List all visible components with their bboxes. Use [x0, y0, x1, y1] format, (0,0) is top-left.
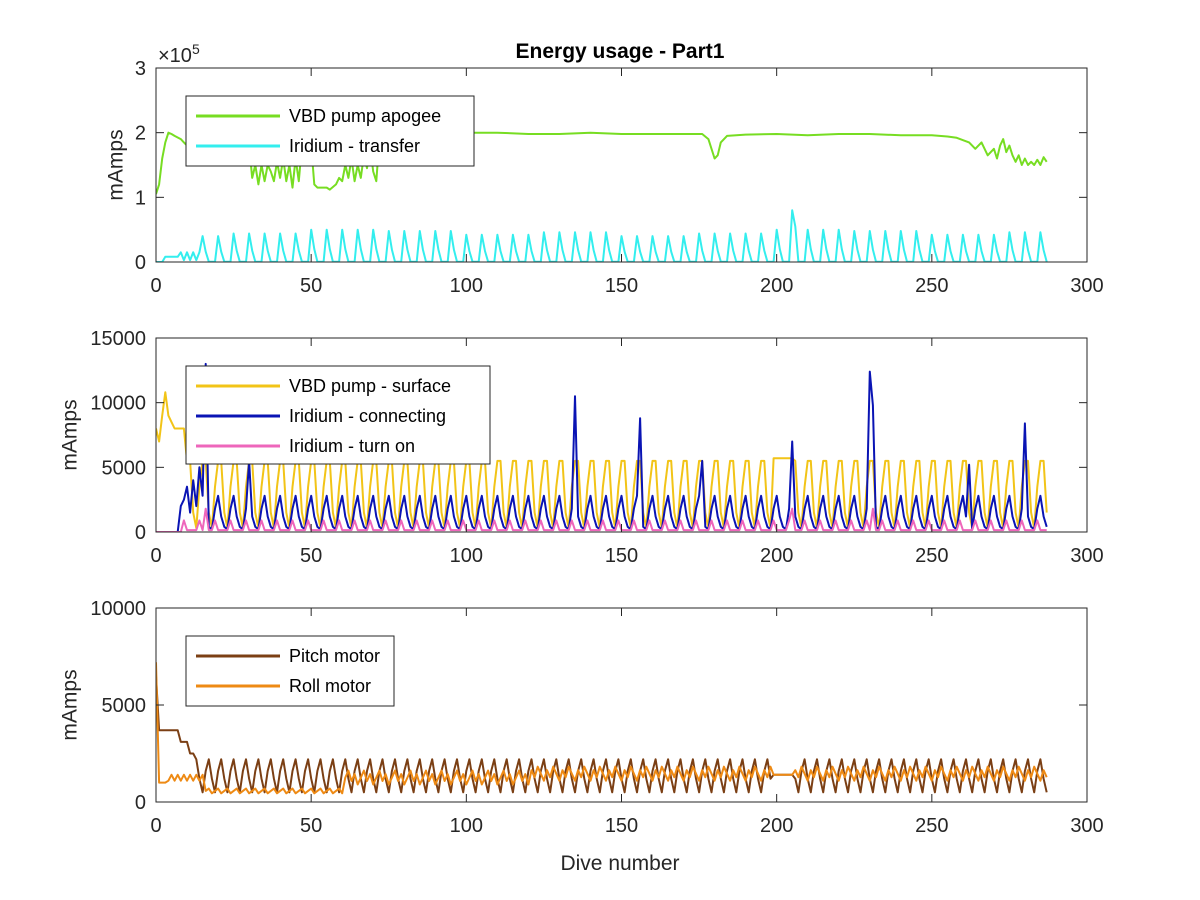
legend-box [185, 95, 475, 167]
y-tick-label: 1 [135, 187, 146, 209]
series-line-vbd-pump-surface [156, 391, 1048, 530]
x-tick-label: 100 [450, 275, 483, 297]
x-tick-label: 300 [1070, 545, 1103, 567]
panel-2: 0 50 100 150 200 250 300 0 5000 10000 15000 mAmps VB… [59, 328, 1104, 567]
legend: VBD pump - surface Iridium - connecting Ir… [185, 365, 491, 465]
y-tick-label: 0 [135, 792, 146, 814]
legend: Pitch motor Roll motor [185, 635, 395, 707]
series-line-iridium-turn-on [156, 507, 1047, 532]
x-tick-label: 50 [300, 815, 322, 837]
legend: VBD pump apogee Iridium - transfer [185, 95, 475, 167]
x-tick-label: 200 [760, 815, 793, 837]
x-tick-label: 0 [150, 815, 161, 837]
x-tick-label: 50 [300, 275, 322, 297]
legend-label: Iridium - connecting [289, 406, 446, 426]
x-tick-label: 0 [150, 545, 161, 567]
series-group [156, 362, 1048, 532]
x-tick-label: 300 [1070, 275, 1103, 297]
y-tick-label: 0 [135, 522, 146, 544]
x-tick-label: 250 [915, 815, 948, 837]
y-exponent-power: 5 [192, 41, 200, 57]
legend-label: VBD pump - surface [289, 376, 451, 396]
legend-label: Iridium - turn on [289, 436, 415, 456]
y-tick-label: 0 [135, 252, 146, 274]
x-tick-label: 250 [915, 545, 948, 567]
x-tick-label: 150 [605, 815, 638, 837]
legend-label: Pitch motor [289, 646, 380, 666]
x-tick-label: 100 [450, 545, 483, 567]
x-tick-label: 200 [760, 275, 793, 297]
y-axis-label: mAmps [105, 129, 128, 200]
legend-box [185, 635, 395, 707]
y-axis-label: mAmps [59, 669, 82, 740]
x-tick-label: 100 [450, 815, 483, 837]
y-tick-label: 15000 [90, 328, 146, 350]
y-tick-label: 5000 [102, 695, 147, 717]
x-tick-label: 150 [605, 275, 638, 297]
y-tick-label: 10000 [90, 598, 146, 620]
x-axis-label: Dive number [560, 852, 679, 875]
x-tick-label: 50 [300, 545, 322, 567]
x-tick-label: 300 [1070, 815, 1103, 837]
x-tick-label: 150 [605, 545, 638, 567]
x-tick-label: 250 [915, 275, 948, 297]
legend-label: VBD pump apogee [289, 106, 441, 126]
legend-label: Roll motor [289, 676, 371, 696]
series-group [156, 662, 1048, 795]
y-tick-label: 10000 [90, 393, 146, 415]
series-line-roll-motor [156, 662, 1048, 795]
figure-title: Energy usage - Part1 [516, 40, 725, 63]
panel-3: 0 50 100 150 200 250 300 0 5000 10000 mAmps Pitch m… [59, 598, 1104, 837]
y-tick-label: 3 [135, 58, 146, 80]
legend-label: Iridium - transfer [289, 136, 420, 156]
series-line-pitch-motor [156, 675, 1048, 794]
y-axis-label: mAmps [59, 399, 82, 470]
y-tick-label: 2 [135, 123, 146, 145]
x-tick-label: 0 [150, 275, 161, 297]
y-tick-label: 5000 [102, 457, 147, 479]
x-tick-label: 200 [760, 545, 793, 567]
